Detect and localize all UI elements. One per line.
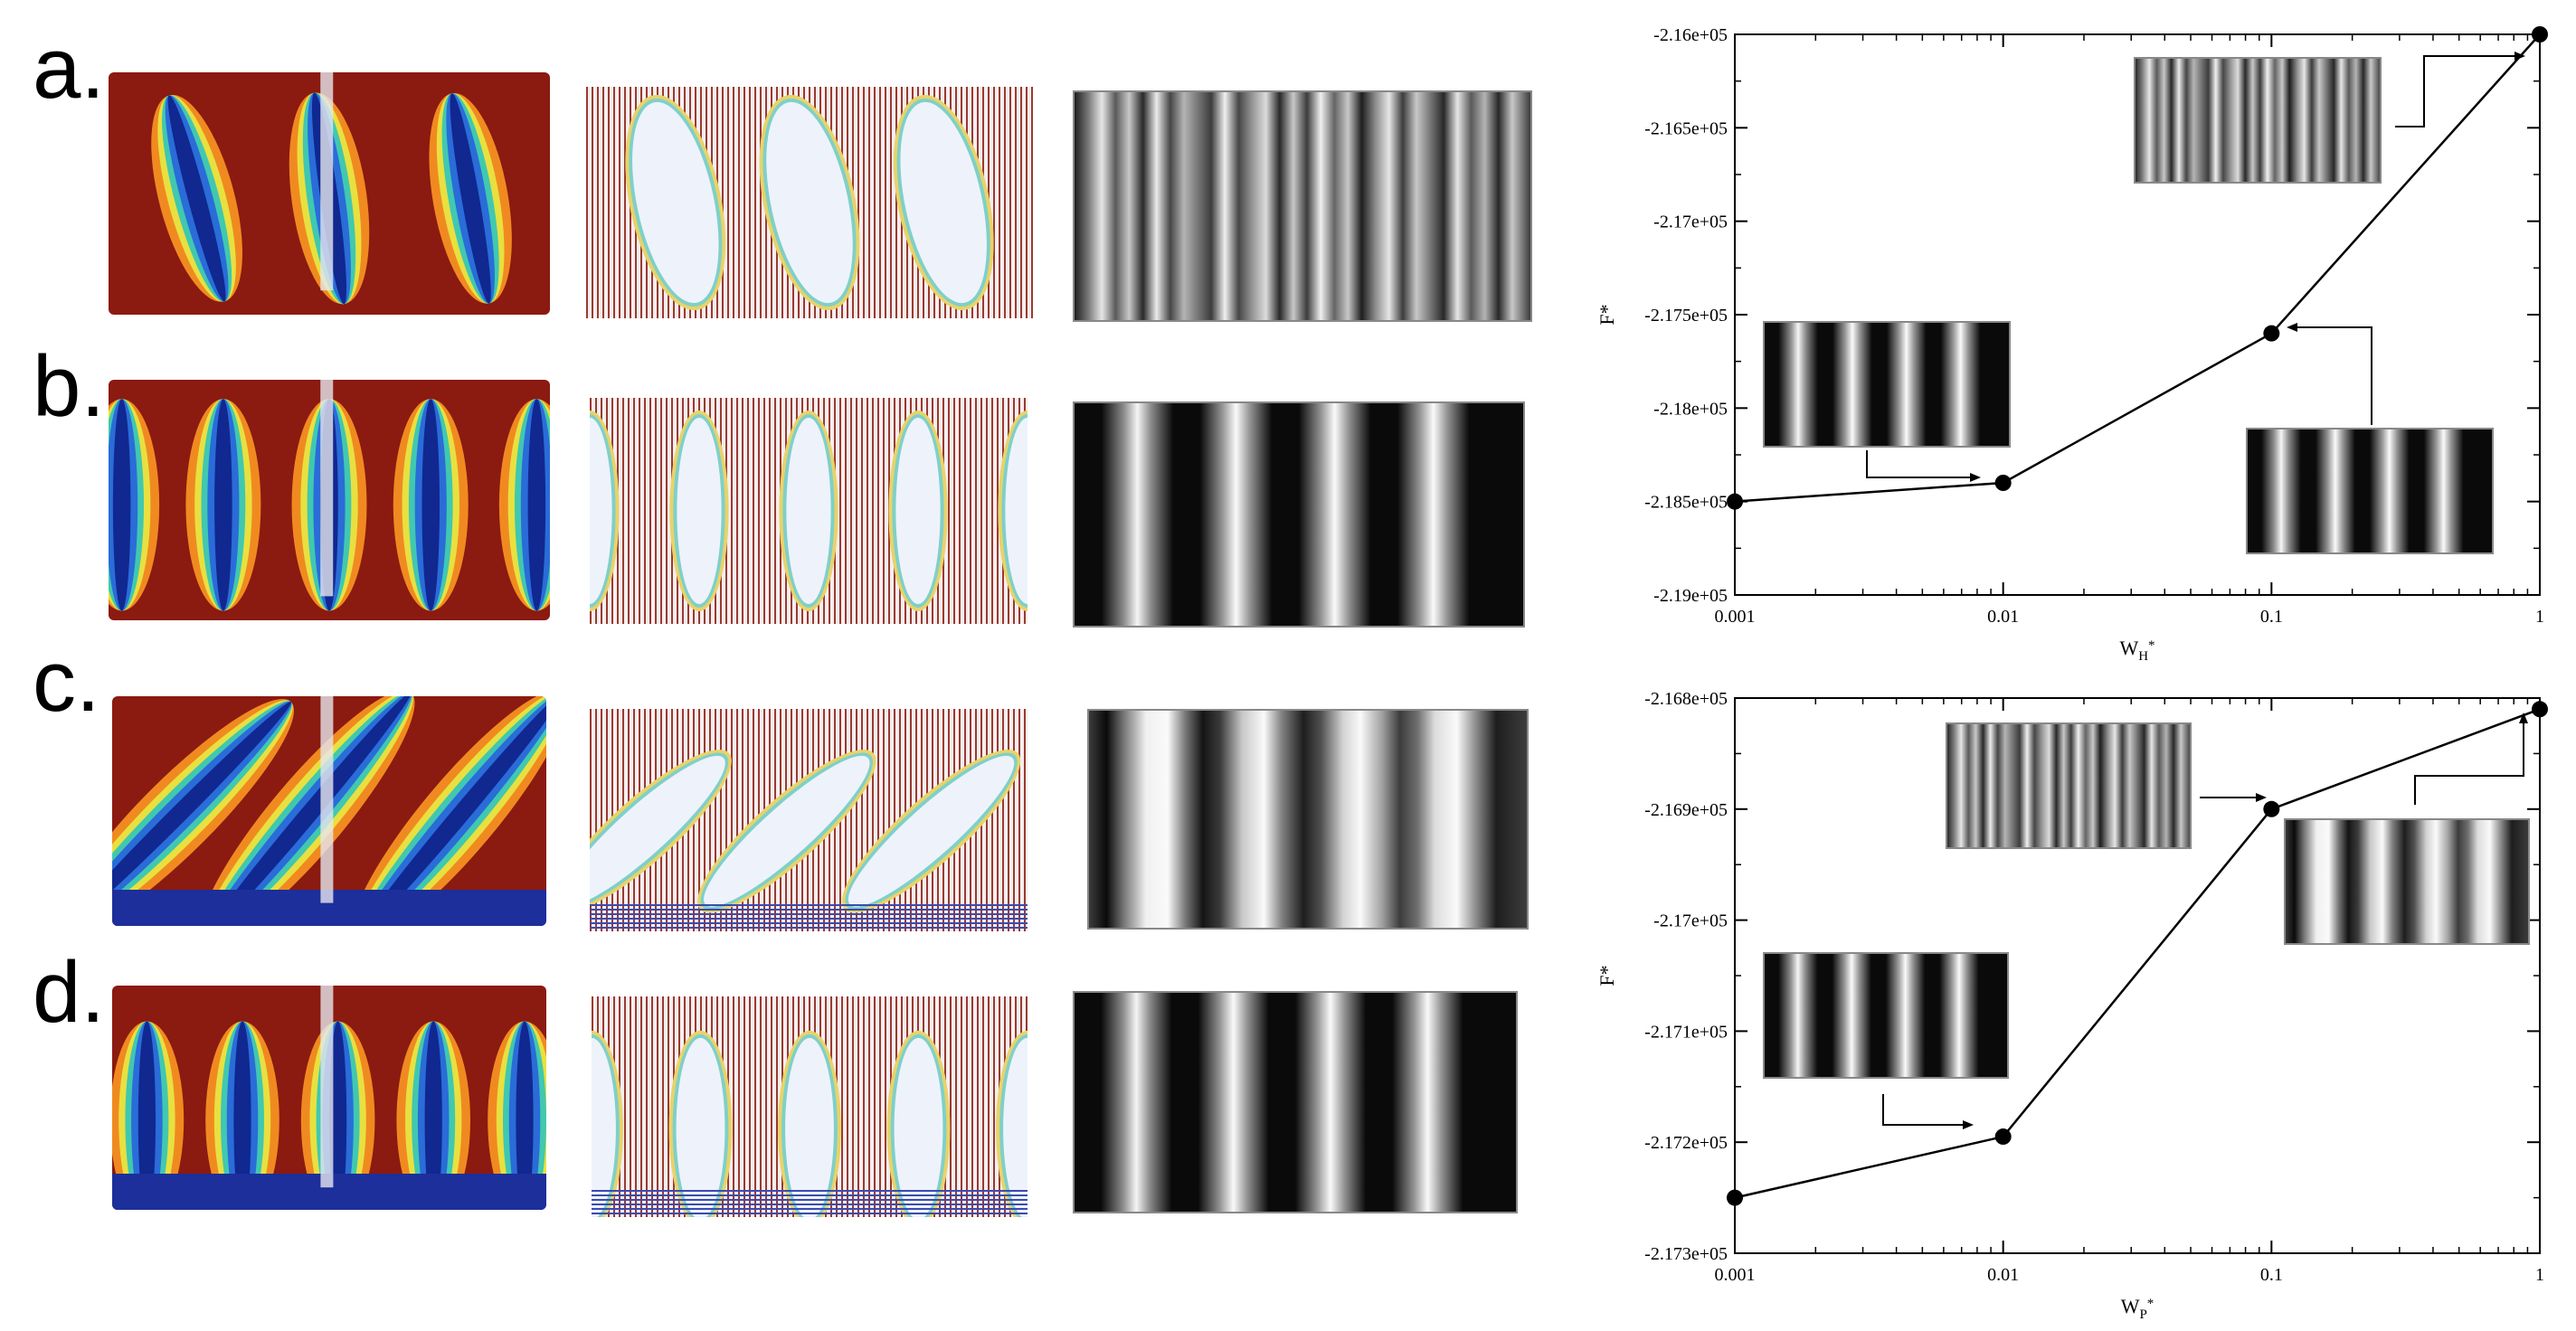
x-axis-label: WH*	[2119, 637, 2155, 664]
inset-stripe-image	[1763, 321, 2011, 448]
row-c-particle-simulation	[112, 696, 546, 926]
data-point	[1727, 1189, 1743, 1206]
x-tick-label: 0.01	[1987, 1265, 2019, 1285]
y-tick-label: -2.16e+05	[1653, 25, 1728, 45]
x-tick-label: 0.1	[2260, 607, 2283, 627]
y-tick-label: -2.185e+05	[1644, 493, 1728, 513]
row-b-vector-field	[560, 398, 1057, 624]
y-axis-label: F*	[1596, 304, 1618, 325]
x-axis-label: WP*	[2121, 1295, 2155, 1322]
data-point	[2532, 26, 2548, 42]
chart-2: 0.001 0.01 0.1 1 -2.173e+05 -2.172e+05 -2.171e…	[1596, 689, 2548, 1322]
row-c-vector-field	[553, 709, 1028, 931]
row-c-density-profile	[1087, 709, 1529, 930]
data-point	[2263, 325, 2280, 342]
y-tick-label: -2.17e+05	[1653, 212, 1728, 232]
x-tick-label: 0.001	[1715, 607, 1756, 627]
row-label-d: d.	[33, 944, 106, 1041]
y-tick-label: -2.168e+05	[1644, 689, 1728, 709]
inset-arrow	[2287, 323, 2372, 425]
y-tick-label: -2.172e+05	[1644, 1133, 1728, 1153]
series-line	[1734, 33, 2541, 503]
x-tick-label: 1	[2535, 607, 2544, 627]
data-point	[2263, 800, 2280, 817]
y-tick-label: -2.17e+05	[1653, 911, 1728, 931]
inset-stripe-image	[1763, 952, 2009, 1079]
x-tick-label: 1	[2535, 1265, 2544, 1285]
inset-stripe-image	[1946, 722, 2192, 849]
y-tick-label: -2.19e+05	[1653, 586, 1728, 606]
x-tick-label: 0.1	[2260, 1265, 2283, 1285]
y-tick-label: -2.175e+05	[1644, 306, 1728, 326]
y-tick-label: -2.18e+05	[1653, 399, 1728, 419]
inset-arrow	[1866, 450, 1981, 482]
inset-stripe-image	[2246, 428, 2494, 554]
inset-arrow	[2414, 713, 2528, 805]
data-point	[1994, 475, 2012, 491]
series-line	[1734, 708, 2541, 1199]
row-d-particle-simulation	[112, 986, 546, 1210]
inset-stripe-image	[2134, 57, 2382, 184]
inset-arrow	[1882, 1094, 1974, 1129]
data-point	[1727, 493, 1743, 510]
y-tick-label: -2.169e+05	[1644, 800, 1728, 820]
x-tick-label: 0.001	[1715, 1265, 1756, 1285]
row-label-b: b.	[33, 338, 106, 435]
row-a-density-profile	[1073, 90, 1532, 322]
chart-1: 0.001 0.01 0.1 1 -2.19e+05 -2.185e+05 -2.18e+0…	[1596, 25, 2548, 664]
y-tick-label: -2.165e+05	[1644, 118, 1728, 138]
y-tick-label: -2.171e+05	[1644, 1022, 1728, 1042]
y-tick-label: -2.173e+05	[1644, 1244, 1728, 1264]
row-label-a: a.	[33, 20, 106, 117]
row-b-particle-simulation	[109, 380, 550, 620]
data-point	[2532, 701, 2548, 718]
row-d-density-profile	[1073, 991, 1518, 1213]
inset-arrow	[2395, 52, 2525, 127]
row-a-vector-field	[586, 87, 1033, 318]
row-label-c: c.	[33, 633, 100, 730]
row-b-density-profile	[1073, 401, 1525, 628]
data-point	[1994, 1128, 2012, 1146]
y-axis-label: F*	[1596, 965, 1618, 986]
row-a-particle-simulation	[109, 72, 550, 315]
inset-stripe-image	[2284, 818, 2530, 945]
x-tick-label: 0.01	[1987, 607, 2019, 627]
